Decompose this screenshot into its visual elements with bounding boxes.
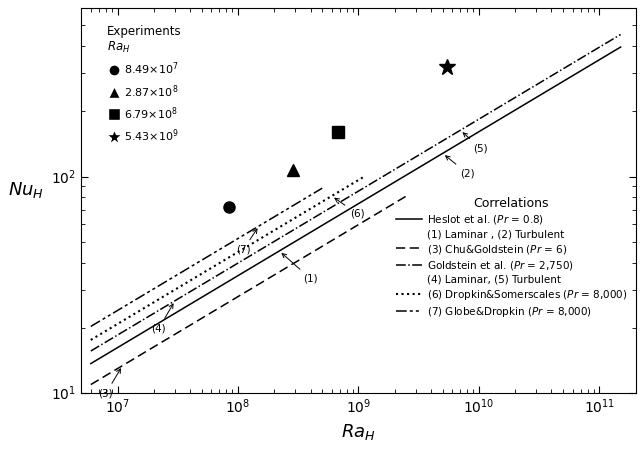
Text: (3): (3) xyxy=(99,369,120,398)
X-axis label: $Ra_H$: $Ra_H$ xyxy=(341,422,376,441)
Legend: Heslot et al. ($Pr$ = 0.8), (1) Laminar , (2) Turbulent, (3) Chu&Goldstein ($Pr$: Heslot et al. ($Pr$ = 0.8), (1) Laminar … xyxy=(392,194,630,322)
Text: (2): (2) xyxy=(446,156,475,179)
Text: (4): (4) xyxy=(151,304,173,333)
Y-axis label: $Nu_H$: $Nu_H$ xyxy=(8,180,44,201)
Text: (1): (1) xyxy=(282,253,318,284)
Text: (6): (6) xyxy=(335,198,365,219)
Text: (5): (5) xyxy=(463,133,488,153)
Text: (7): (7) xyxy=(236,229,257,255)
